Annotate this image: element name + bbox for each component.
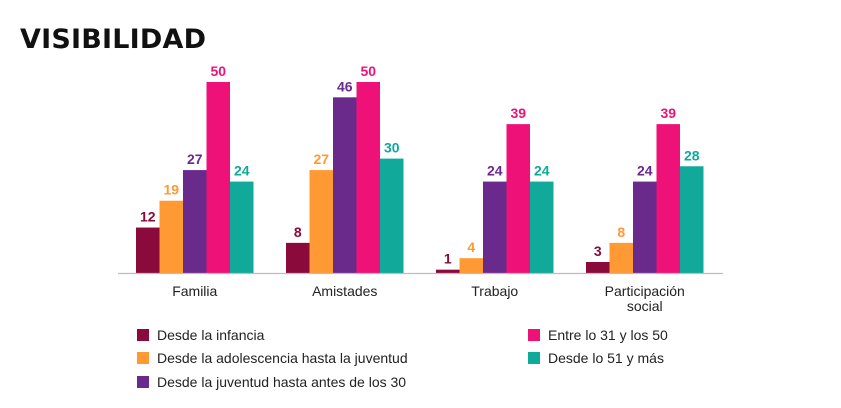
data-label: 27 (187, 151, 203, 167)
bar (206, 82, 230, 274)
legend-swatch (137, 352, 149, 364)
bar (230, 181, 254, 274)
legend-swatch (137, 329, 149, 341)
bar (656, 124, 680, 274)
data-label: 39 (660, 105, 676, 121)
data-label: 8 (617, 224, 625, 240)
bar (286, 242, 310, 274)
bar (609, 242, 633, 274)
bar (309, 170, 333, 274)
data-label: 24 (637, 163, 653, 179)
data-label: 46 (337, 78, 353, 94)
legend-item-31-50: Entre lo 31 y los 50 (528, 327, 668, 343)
legend-item-juventud: Desde la juventud hasta antes de los 30 (137, 374, 406, 390)
bar (380, 158, 404, 274)
bar (436, 269, 460, 274)
data-label: 30 (384, 140, 400, 156)
data-label: 24 (487, 163, 503, 179)
bar (159, 200, 183, 274)
legend-item-infancia: Desde la infancia (137, 327, 264, 343)
category-label: Amistades (312, 283, 377, 299)
data-label: 50 (210, 63, 226, 79)
legend-label: Entre lo 31 y los 50 (548, 327, 668, 343)
bar (530, 181, 554, 274)
category-label: social (627, 298, 663, 314)
category-label: Participación (605, 283, 685, 299)
data-label: 24 (234, 163, 250, 179)
data-label: 3 (594, 243, 602, 259)
legend-label: Desde lo 51 y más (548, 350, 664, 366)
legend-label: Desde la juventud hasta antes de los 30 (157, 374, 407, 390)
data-label: 28 (684, 147, 700, 163)
legend-label: Desde la infancia (157, 327, 265, 343)
bar (183, 170, 207, 274)
bar (633, 181, 657, 274)
category-label: Trabajo (471, 283, 518, 299)
bar (136, 227, 160, 274)
data-label: 8 (294, 224, 302, 240)
data-label: 4 (467, 239, 475, 255)
legend-item-51-mas: Desde lo 51 y más (528, 350, 664, 366)
data-label: 27 (313, 151, 329, 167)
legend-swatch (137, 376, 149, 388)
data-label: 24 (534, 163, 550, 179)
bar (356, 82, 380, 274)
legend-swatch (528, 329, 540, 341)
data-label: 39 (510, 105, 526, 121)
category-label: Familia (172, 283, 217, 299)
bar (680, 166, 704, 274)
data-label: 50 (360, 63, 376, 79)
legend-label: Desde la adolescencia hasta la juventud (157, 350, 408, 366)
data-label: 19 (163, 182, 179, 198)
chart-title: VISIBILIDAD (20, 24, 207, 55)
bar (459, 258, 483, 274)
data-label: 1 (444, 251, 452, 267)
bar (506, 124, 530, 274)
bar (333, 97, 357, 274)
bar (586, 262, 610, 274)
legend-swatch (528, 352, 540, 364)
bar (483, 181, 507, 274)
data-label: 12 (140, 209, 156, 225)
legend-item-adolescencia: Desde la adolescencia hasta la juventud (137, 350, 408, 366)
